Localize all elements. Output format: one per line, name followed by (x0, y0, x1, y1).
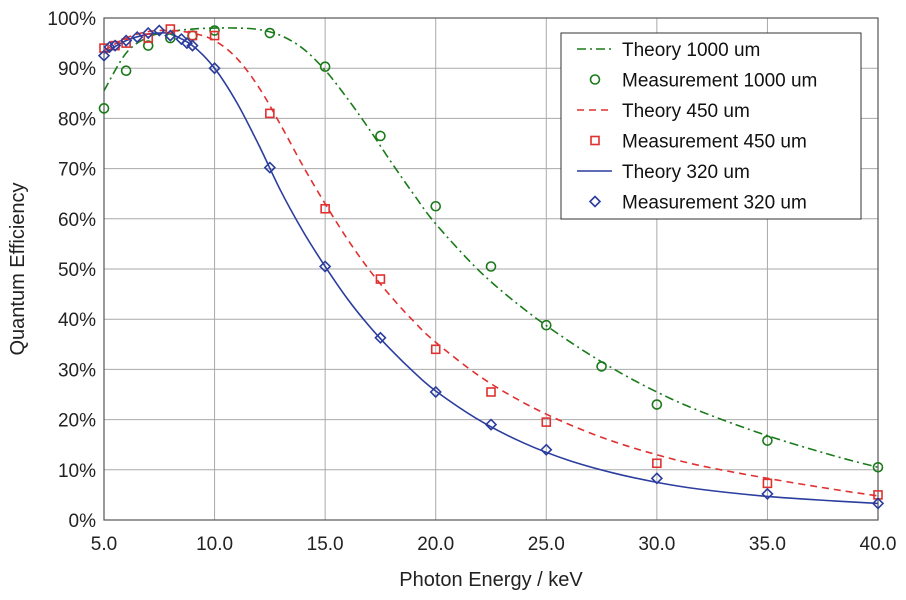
legend-label: Theory 1000 um (622, 40, 760, 61)
data-point-diamond (186, 39, 199, 52)
data-point-diamond (103, 40, 116, 54)
y-axis-ticks: 0% 10% 20% 30% 40% 50% 60% 70% 80% 90% 100% (47, 9, 96, 532)
data-point-square (486, 387, 496, 397)
y-axis-label: Quantum Efficiency (7, 182, 29, 355)
y-tick-label: 30% (58, 360, 96, 381)
legend-label: Theory 450 um (622, 101, 750, 122)
legend-label: Measurement 1000 um (622, 71, 817, 92)
data-point-diamond (650, 472, 663, 485)
data-point-diamond (131, 30, 144, 44)
x-tick-label: 10.0 (196, 534, 233, 555)
series-line-2 (104, 29, 878, 497)
data-point-diamond (429, 385, 442, 399)
data-point-diamond (208, 62, 221, 75)
x-axis-label: Photon Energy / keV (399, 569, 583, 591)
y-tick-label: 80% (58, 109, 96, 130)
x-tick-label: 25.0 (528, 534, 565, 555)
data-point-square (121, 38, 131, 48)
legend-label: Theory 320 um (622, 162, 750, 183)
data-point-diamond (175, 32, 188, 46)
data-point-square (652, 458, 662, 469)
data-point-circle (540, 319, 552, 331)
data-point-diamond (374, 331, 387, 344)
data-point-circle (596, 361, 607, 372)
y-tick-label: 20% (58, 411, 96, 432)
x-tick-label: 30.0 (638, 534, 675, 555)
y-tick-label: 60% (58, 210, 96, 231)
plot-frame (103, 17, 879, 521)
y-tick-label: 0% (69, 511, 97, 532)
data-point-diamond (119, 34, 133, 47)
data-point-diamond (142, 26, 155, 40)
legend-swatch-marker (588, 195, 602, 208)
legend-label: Measurement 320 um (622, 193, 807, 214)
marker-layer (97, 24, 885, 510)
x-tick-label: 40.0 (860, 534, 897, 555)
data-point-circle (762, 435, 773, 446)
legend-box (560, 32, 862, 220)
data-point-diamond (263, 161, 276, 174)
data-point-square (265, 108, 275, 119)
y-tick-label: 70% (58, 160, 96, 181)
series-line-0 (104, 27, 878, 469)
x-tick-label: 5.0 (91, 534, 117, 555)
legend-swatch-marker (589, 74, 601, 85)
data-point-square (209, 30, 220, 41)
y-tick-label: 10% (58, 461, 96, 482)
legend-swatch-marker (590, 135, 600, 146)
x-tick-label: 20.0 (417, 534, 454, 555)
data-point-circle (142, 40, 154, 51)
data-point-circle (872, 461, 884, 473)
legend: Theory 1000 um Measurement 1000 um Theory … (560, 32, 862, 220)
data-point-circle (430, 200, 442, 212)
data-point-diamond (97, 49, 111, 62)
data-point-square (99, 43, 109, 53)
data-point-circle (319, 61, 331, 72)
x-axis-ticks: 5.0 10.0 15.0 20.0 25.0 30.0 35.0 40.0 (91, 534, 897, 555)
y-tick-label: 50% (58, 260, 96, 281)
data-point-square (541, 417, 552, 427)
data-point-circle (120, 65, 132, 77)
data-point-circle (264, 27, 276, 39)
data-point-diamond (540, 443, 553, 456)
data-point-diamond (761, 487, 774, 501)
data-point-circle (375, 130, 386, 142)
data-point-circle (98, 103, 110, 114)
data-point-circle (485, 261, 497, 272)
data-point-circle (651, 399, 663, 410)
data-point-square (143, 33, 154, 43)
data-point-square (762, 478, 773, 489)
x-tick-label: 15.0 (307, 534, 344, 555)
legend-label: Measurement 450 um (622, 132, 807, 153)
data-point-diamond (108, 39, 122, 52)
y-tick-label: 100% (47, 9, 96, 30)
data-point-square (375, 274, 386, 284)
y-tick-label: 40% (58, 310, 96, 331)
y-tick-label: 90% (58, 59, 96, 80)
data-point-square (430, 344, 441, 355)
data-point-diamond (319, 260, 332, 273)
data-point-square (320, 203, 330, 214)
data-point-diamond (180, 36, 194, 50)
data-point-diamond (164, 29, 177, 42)
data-point-square (165, 24, 176, 34)
data-point-circle (209, 25, 220, 36)
data-point-diamond (153, 24, 166, 37)
x-tick-label: 35.0 (749, 534, 786, 555)
data-point-diamond (871, 497, 885, 510)
data-point-diamond (484, 418, 498, 431)
